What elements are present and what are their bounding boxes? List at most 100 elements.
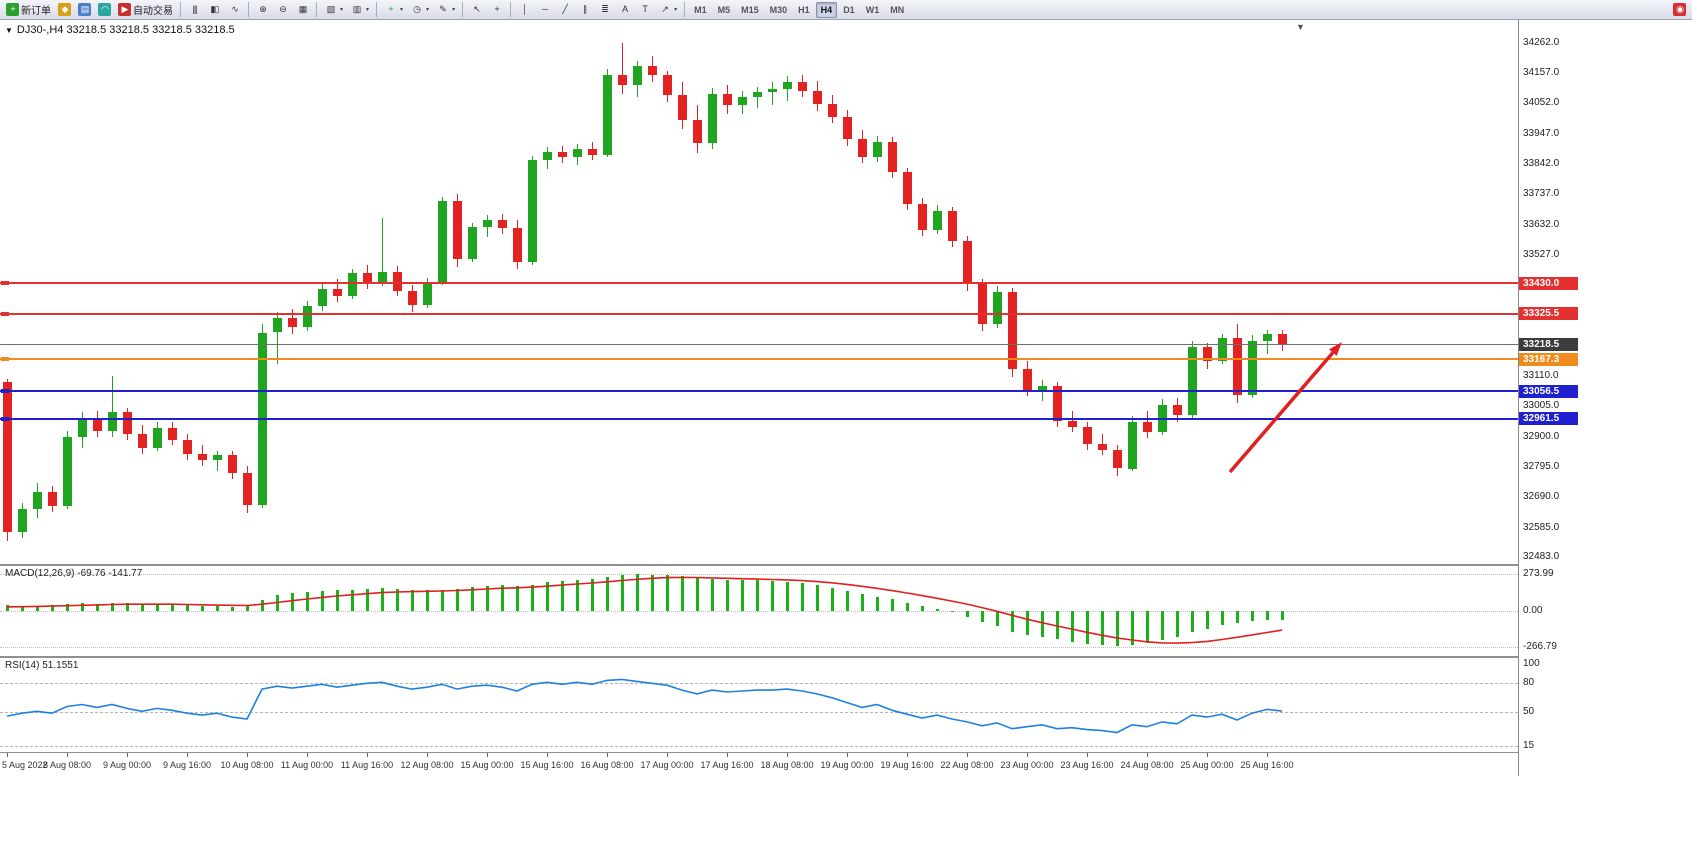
time-axis[interactable]: 5 Aug 2022 8 Aug 08:00 9 Aug 00:00 9 Aug 16… — [0, 752, 1518, 776]
vertical-line-button[interactable]: │ — [515, 1, 534, 18]
candle — [813, 90, 822, 104]
new-chart-icon: ▧ — [326, 4, 336, 14]
time-axis-tick — [1087, 753, 1088, 757]
macd-histogram-bar — [1041, 611, 1044, 637]
macd-histogram-bar — [306, 592, 309, 611]
resistance-line-33430[interactable] — [0, 282, 1518, 284]
time-axis-tick — [1207, 753, 1208, 757]
market-watch-button[interactable]: ▤ — [75, 1, 94, 18]
candle — [1188, 346, 1197, 415]
macd-histogram-bar — [816, 585, 819, 611]
timeframe-button-m5[interactable]: M5 — [717, 4, 731, 15]
zoom-in-button[interactable]: ⊕ — [253, 1, 272, 18]
time-axis-tick — [487, 753, 488, 757]
cursor-button[interactable]: ↖ — [467, 1, 486, 18]
timeframe-button-h4[interactable]: H4 — [815, 1, 838, 18]
timeframe-button-w1[interactable]: W1 — [865, 4, 880, 15]
candle — [483, 219, 492, 227]
horizontal-line-icon: ─ — [541, 4, 548, 14]
trendline-button[interactable]: ╱ — [555, 1, 574, 18]
timeframe-button-m30[interactable]: M30 — [769, 4, 788, 15]
macd-histogram-bar — [411, 589, 414, 611]
toolbar-separator — [316, 2, 317, 17]
timeframe-button-m1[interactable]: M1 — [694, 4, 707, 15]
resistance-line-33325[interactable] — [0, 313, 1518, 315]
macd-histogram-bar — [66, 603, 69, 611]
alerts-button[interactable]: ◆ — [55, 1, 74, 18]
fibonacci-icon: ≣ — [601, 4, 609, 14]
candle — [48, 491, 57, 507]
line-chart-button[interactable]: ∿ — [225, 1, 244, 18]
candle — [1278, 333, 1287, 345]
profiles-button[interactable]: ▥ ▾ — [347, 1, 372, 18]
new-chart-button[interactable]: ▧ ▾ — [321, 1, 346, 18]
time-axis-tick — [547, 753, 548, 757]
timeframe-button-h1[interactable]: H1 — [798, 4, 810, 15]
promo-button[interactable]: ◉ — [1670, 1, 1689, 18]
candlestick-icon: ▮▯ — [210, 4, 220, 14]
candle — [873, 141, 882, 158]
macd-histogram-bar — [996, 611, 999, 627]
macd-histogram-bar — [6, 605, 9, 611]
candle — [738, 96, 747, 106]
candle — [858, 138, 867, 158]
ohlc-bars-icon: ||| — [192, 4, 197, 14]
candle — [3, 381, 12, 533]
candle — [1173, 404, 1182, 415]
dropdown-caret-icon: ▾ — [400, 7, 404, 13]
candle — [918, 203, 927, 230]
timeframe-button-d1[interactable]: D1 — [843, 4, 855, 15]
channel-button[interactable]: ∥ — [575, 1, 594, 18]
fibonacci-button[interactable]: ≣ — [595, 1, 614, 18]
text-label-button[interactable]: T — [635, 1, 654, 18]
resistance-line-33325-marker[interactable] — [1, 312, 9, 316]
timeframe-button-mn[interactable]: MN — [890, 4, 905, 15]
support-line-33167-marker[interactable] — [1, 357, 9, 361]
autotrading-button[interactable]: ▶ 自动交易 — [115, 1, 176, 18]
macd-histogram-bar — [456, 588, 459, 611]
current-price-line[interactable] — [0, 344, 1518, 345]
text-button[interactable]: A — [615, 1, 634, 18]
candle — [333, 289, 342, 297]
time-axis-tick — [847, 753, 848, 757]
crosshair-button[interactable]: + — [487, 1, 506, 18]
rsi-panel[interactable]: RSI(14) 51.1551 — [0, 658, 1518, 752]
support-line-33167[interactable] — [0, 358, 1518, 360]
candle — [978, 283, 987, 324]
horizontal-line-button[interactable]: ─ — [535, 1, 554, 18]
macd-panel[interactable]: MACD(12,26,9) -69.76 -141.77 — [0, 566, 1518, 656]
panel-separator[interactable] — [0, 656, 1518, 658]
time-axis-label: 17 Aug 00:00 — [640, 760, 694, 770]
timeframe-button-m15[interactable]: M15 — [741, 4, 759, 15]
new-order-button[interactable]: + 新订单 — [3, 1, 54, 18]
line-chart-icon: ∿ — [231, 4, 239, 14]
arrows-button[interactable]: ↗ ▾ — [655, 1, 680, 18]
indicators-button[interactable]: + ▾ — [381, 1, 406, 18]
support-button[interactable]: ◠ — [95, 1, 114, 18]
candle — [1218, 338, 1227, 362]
time-axis-tick — [367, 753, 368, 757]
macd-axis-label: 0.00 — [1523, 605, 1543, 616]
support-line-33056[interactable] — [0, 390, 1518, 392]
tile-windows-button[interactable]: ▦ — [293, 1, 312, 18]
trend-arrow-drawing[interactable] — [0, 20, 1518, 564]
macd-histogram-bar — [576, 579, 579, 611]
main-chart-panel[interactable]: ▼ DJ30-,H4 33218.5 33218.5 33218.5 33218… — [0, 20, 1518, 564]
support-line-33056-marker[interactable] — [1, 389, 9, 393]
macd-histogram-bar — [111, 602, 114, 611]
templates-button[interactable]: ✎ ▾ — [433, 1, 458, 18]
price-axis[interactable]: 33430.0 33325.5 33218.5 33167.3 33056.5 32961… — [1518, 20, 1578, 776]
candle — [78, 419, 87, 437]
candle — [33, 491, 42, 510]
zoom-out-button[interactable]: ⊖ — [273, 1, 292, 18]
periods-button[interactable]: ◷ ▾ — [407, 1, 432, 18]
candlestick-chart-button[interactable]: ▮▯ — [205, 1, 224, 18]
macd-label: MACD(12,26,9) -69.76 -141.77 — [5, 568, 143, 579]
resistance-line-33430-marker[interactable] — [1, 281, 9, 285]
support-line-32961[interactable] — [0, 418, 1518, 420]
support-line-32961-marker[interactable] — [1, 417, 9, 421]
resistance-line-33325-price-tag: 33325.5 — [1519, 307, 1578, 320]
panel-separator[interactable] — [0, 564, 1518, 566]
chart-shift-marker-icon[interactable]: ▼ — [1296, 22, 1305, 32]
bar-chart-button[interactable]: ||| — [185, 1, 204, 18]
